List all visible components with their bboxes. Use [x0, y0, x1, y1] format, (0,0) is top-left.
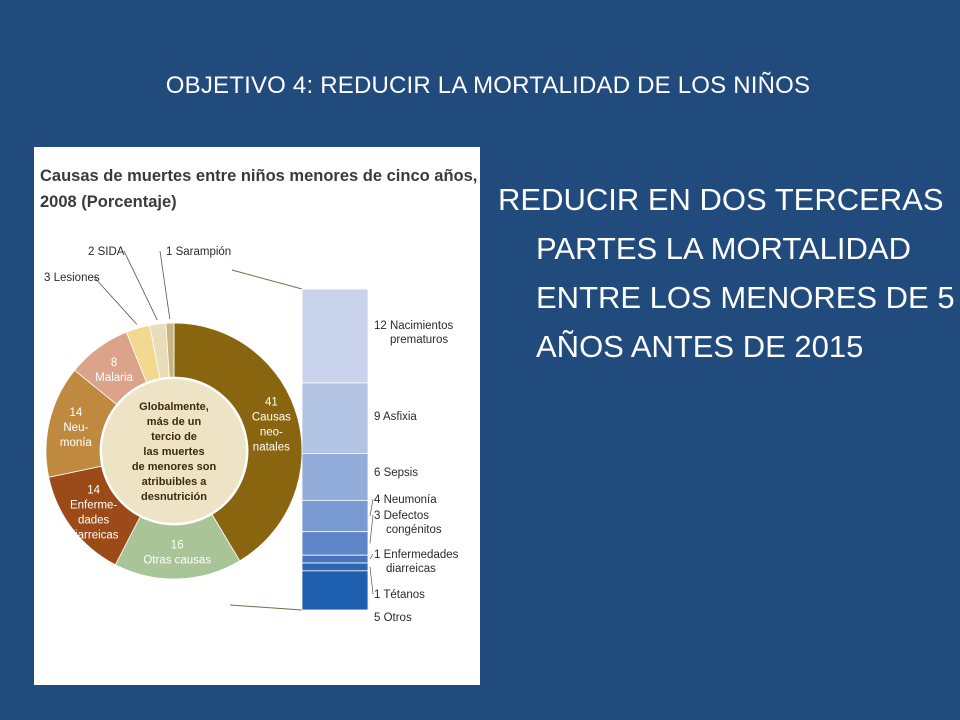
slice-label-2-line-2: Otras causas: [143, 554, 211, 566]
bar-label-6-line-1: 1 Enfermedades: [374, 549, 459, 561]
slice-label-3-line-1: 14: [87, 485, 100, 497]
bar-segment-7: [301, 562, 369, 572]
slice-label-sida: 2 SIDA: [88, 246, 125, 258]
chart-title-line-2: 2008 (Porcentaje): [40, 193, 177, 211]
slice-label-4-line-2: Neu-: [63, 422, 88, 434]
center-circle: [102, 379, 246, 523]
center-note-line-4: las muertes: [143, 446, 204, 458]
slice-label-4-line-3: monía: [60, 437, 93, 449]
slice-label-3-line-4: diarreicas: [69, 530, 119, 542]
bar-leader-5: [369, 514, 374, 544]
slide-title: OBJETIVO 4: REDUCIR LA MORTALIDAD DE LOS…: [165, 72, 811, 99]
bar-segment-3: [301, 453, 369, 501]
bar-segment-8: [301, 570, 369, 611]
slice-label-1-line-1: 41: [265, 397, 278, 409]
bar-segment-6: [301, 554, 369, 564]
slice-label-1-line-2: Causas: [252, 412, 291, 424]
center-note-line-3: tercio de: [151, 431, 197, 443]
bar-label-2-line-1: 9 Asfixia: [374, 411, 417, 423]
slice-label-sarampion-leader: [159, 250, 171, 320]
slice-label-sida-leader: [123, 250, 158, 321]
slice-label-lesiones: 3 Lesiones: [44, 272, 100, 284]
slice-label-4-line-1: 14: [69, 407, 82, 419]
bar-leader-7: [369, 566, 374, 595]
bar-label-6-line-2: diarreicas: [386, 563, 436, 575]
chart-title-line-1: Causas de muertes entre niños menores de…: [40, 167, 477, 185]
slice-label-lesiones-leader: [93, 276, 138, 325]
slice-label-sarampion: 1 Sarampión: [166, 246, 231, 258]
slice-label-1-line-4: natales: [253, 442, 290, 454]
center-note-line-7: desnutrición: [141, 491, 207, 503]
bar-segment-4: [301, 499, 369, 533]
bar-label-1-line-2: prematuros: [390, 334, 448, 346]
slice-label-1-line-3: neo-: [260, 427, 283, 439]
center-note-line-5: de menores son: [132, 461, 217, 473]
bar-label-3-line-1: 6 Sepsis: [374, 467, 418, 479]
cause-of-death-chart: Causas de muertes entre niños menores de…: [40, 167, 477, 624]
slice-label-2-line-1: 16: [171, 539, 184, 551]
bar-segment-2: [301, 382, 369, 454]
bar-segment-1: [301, 288, 369, 384]
center-note-line-2: más de un: [147, 416, 202, 428]
pie-slice-1: [173, 322, 303, 562]
slice-label-5-line-2: Malaria: [95, 372, 133, 384]
bar-leader-4: [369, 498, 374, 517]
slice-label-3-line-2: Enferme-: [70, 500, 117, 512]
center-note-line-1: Globalmente,: [139, 401, 209, 413]
bar-label-5-line-1: 3 Defectos: [374, 510, 429, 522]
center-note-line-6: atribuibles a: [142, 476, 208, 488]
slice-label-5-line-1: 8: [111, 357, 117, 369]
bar-label-5-line-2: congénitos: [386, 524, 442, 536]
connector-bottom: [229, 604, 303, 611]
bar-label-8-line-1: 5 Otros: [374, 612, 412, 624]
bar-segment-5: [301, 531, 369, 556]
bar-label-4-line-1: 4 Neumonía: [374, 494, 437, 506]
slice-label-3-line-3: dades: [78, 515, 110, 527]
bar-label-7-line-1: 1 Tétanos: [374, 589, 425, 601]
chart-figure: Causas de muertes entre niños menores de…: [34, 147, 480, 685]
bar-leader-6: [369, 553, 374, 560]
pie-slice-8: [165, 322, 175, 378]
connector-top: [231, 269, 303, 290]
goal-text: REDUCIR EN DOS TERCERAS PARTES LA MORTAL…: [498, 182, 955, 364]
bar-label-1-line-1: 12 Nacimientos: [374, 320, 454, 332]
